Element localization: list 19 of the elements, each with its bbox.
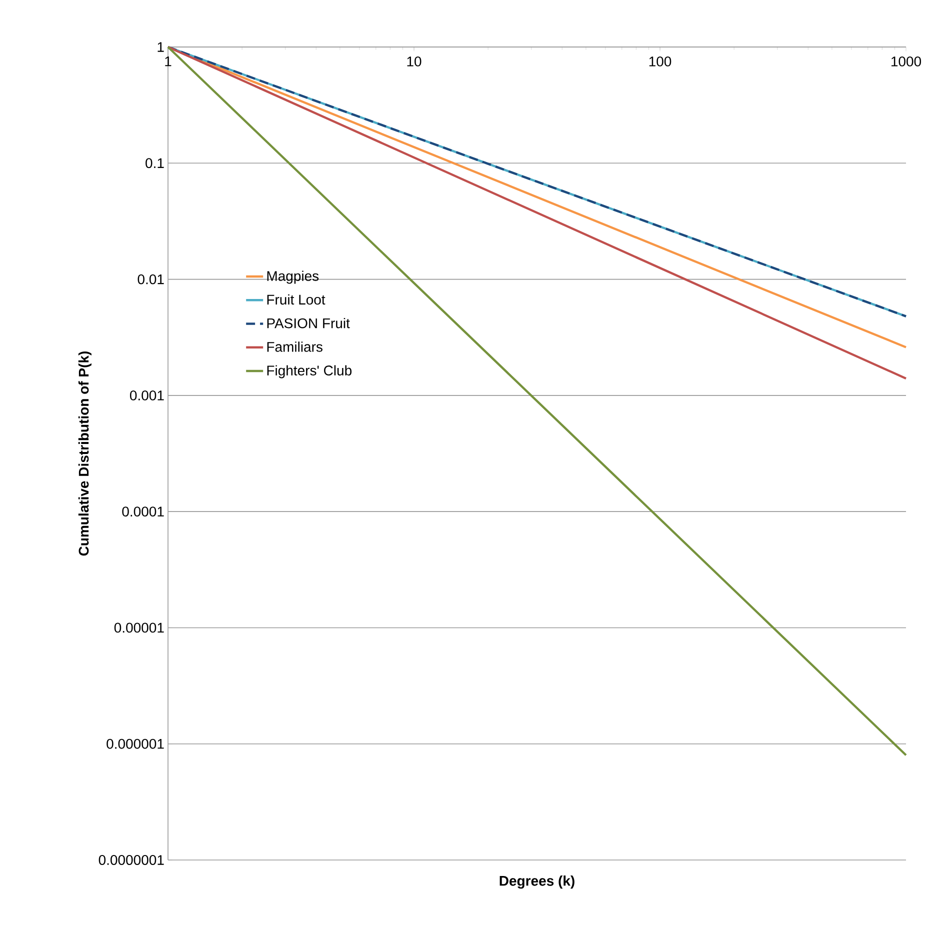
legend-label: Fruit Loot	[267, 294, 326, 305]
legend-label: Fighters' Club	[267, 365, 352, 378]
x-tick-label: 10	[407, 56, 422, 66]
legend-label: PASION Fruit	[267, 318, 350, 328]
x-tick-label: 1000	[892, 56, 922, 66]
y-tick-label: 0.00001	[114, 622, 164, 633]
y-tick-label: 0.0000001	[98, 855, 164, 865]
y-tick-label: 1	[158, 42, 164, 52]
y-tick-label: 0.000001	[106, 738, 164, 749]
x-tick-label: 1	[165, 56, 172, 66]
legend-label: Magpies	[267, 270, 319, 284]
x-axis-title: Degrees (k)	[500, 876, 574, 889]
y-tick-label: 0.01	[138, 274, 164, 284]
y-tick-label: 0.001	[130, 390, 164, 400]
legend-label: Familiars	[267, 342, 322, 352]
y-tick-label: 0.0001	[122, 506, 164, 517]
y-tick-label: 0.1	[146, 158, 164, 168]
y-axis-title: Cumulative Distribution of P(k)	[78, 352, 92, 556]
x-tick-label: 100	[649, 56, 672, 66]
